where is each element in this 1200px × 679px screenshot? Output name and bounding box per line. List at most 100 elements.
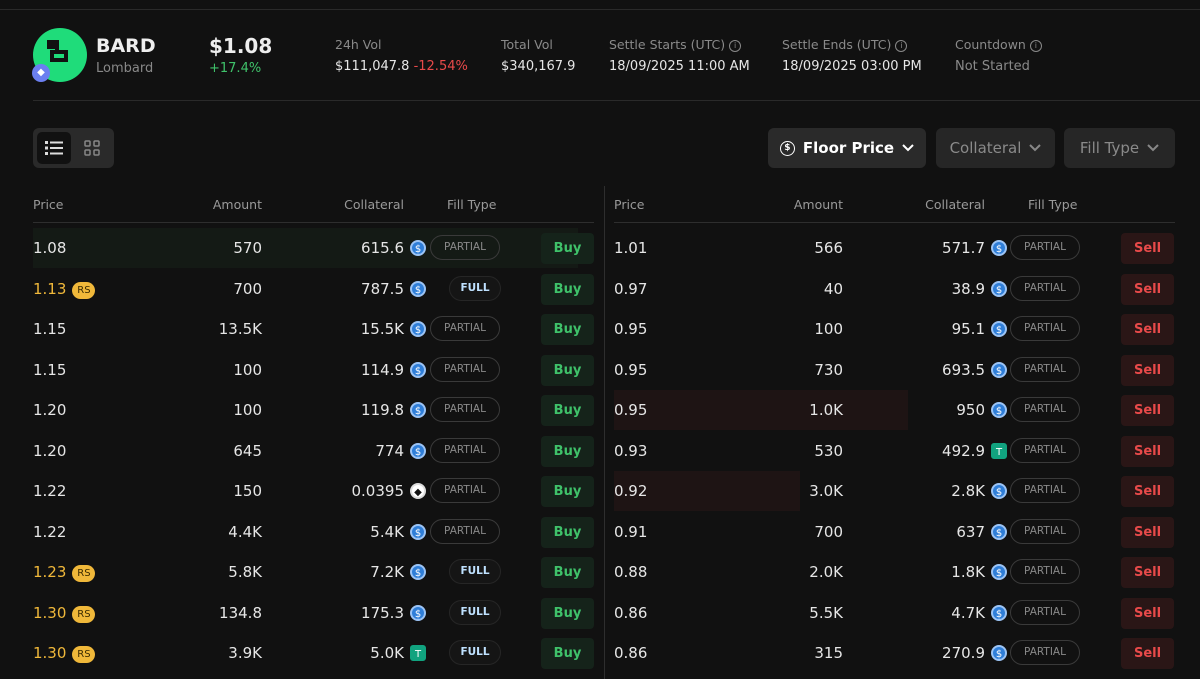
fill-type-badge: PARTIAL [430,397,500,422]
order-collateral: 774 $ [375,442,426,460]
floor-price-dropdown[interactable]: $ Floor Price [768,128,926,168]
order-amount: 1.0K [809,401,843,419]
buy-button[interactable]: Buy [541,233,594,264]
buy-button[interactable]: Buy [541,395,594,426]
usdc-icon: $ [410,564,426,580]
order-price: 1.30 RS [33,603,96,623]
fill-type-badge: PARTIAL [1010,437,1080,463]
buy-button[interactable]: Buy [541,273,594,305]
grid-icon [84,140,100,156]
sell-button[interactable]: Sell [1121,273,1174,305]
price-value: 1.20 [33,441,67,460]
sell-button[interactable]: Sell [1121,476,1174,507]
collateral-value: 571.7 [942,239,985,257]
buy-button[interactable]: Buy [541,354,594,386]
token-header: ◆ BARD Lombard $1.08 +17.4% 24h Vol $111,… [32,28,1193,84]
price-value: 0.95 [614,320,648,338]
collateral-value: 7.2K [370,563,404,581]
sell-button[interactable]: Sell [1121,516,1174,548]
fill-type-dropdown[interactable]: Fill Type [1064,128,1175,168]
sell-button[interactable]: Sell [1121,314,1174,345]
chevron-down-icon [902,144,914,152]
fill-type-badge: PARTIAL [1010,599,1080,625]
price-value: 0.91 [614,522,648,541]
order-amount: 566 [814,239,843,257]
fill-type-badge: FULL [449,640,501,665]
sell-button[interactable]: Sell [1121,597,1174,629]
bard-logo: ◆ [32,28,87,82]
eth-icon: ◆ [410,483,426,499]
price-value: 1.22 [33,482,67,500]
order-collateral: 615.6 $ [361,239,426,257]
sell-button[interactable]: Sell [1121,557,1174,588]
buy-button[interactable]: Buy [541,516,594,548]
fill-type-badge: FULL [449,559,501,584]
buy-button[interactable]: Buy [541,597,594,629]
order-collateral: 571.7 $ [942,239,1007,257]
fill-type-badge: FULL [449,275,501,301]
fill-type-badge: FULL [449,599,501,625]
order-amount: 530 [814,441,843,460]
order-collateral: 1.8K $ [951,563,1007,581]
list-view-button[interactable] [37,132,71,164]
sell-button[interactable]: Sell [1121,638,1174,669]
chevron-down-icon [1029,144,1042,152]
order-amount: 730 [814,360,843,379]
token-change: +17.4% [209,61,262,76]
usdc-icon: $ [991,402,1007,418]
order-amount: 40 [823,279,843,298]
table-row: 0.92 3.0K 2.8K $ PARTIAL Sell [614,471,1175,511]
table-row: 1.01 566 571.7 $ PARTIAL Sell [614,228,1175,268]
price-value: 1.22 [33,522,67,541]
order-price: 1.15 [33,320,66,338]
collateral-value: 5.4K [370,522,404,541]
usdc-icon: $ [991,483,1007,499]
fill-type-badge: PARTIAL [1010,356,1080,382]
fill-type-badge: PARTIAL [1010,518,1080,544]
order-amount: 3.0K [809,482,843,500]
table-row: 1.22 4.4K 5.4K $ PARTIAL Buy [33,512,594,552]
buy-button[interactable]: Buy [541,638,594,669]
table-row: 1.13 RS 700 787.5 $ FULL Buy [33,269,594,309]
grid-view-button[interactable] [75,132,109,164]
price-value: 1.08 [33,239,67,257]
sell-button[interactable]: Sell [1121,354,1174,386]
info-icon[interactable]: i [895,40,908,52]
table-row: 1.08 570 615.6 $ PARTIAL Buy [33,228,594,268]
fill-type-badge: PARTIAL [1010,275,1080,301]
table-row: 1.15 100 114.9 $ PARTIAL Buy [33,350,594,390]
price-value: 0.86 [614,644,648,662]
sell-button[interactable]: Sell [1121,233,1174,264]
column-header-amount: Amount [793,197,843,212]
collateral-value: 15.5K [360,320,404,338]
list-icon [45,141,63,155]
info-icon[interactable]: i [729,40,742,52]
price-value: 1.30 [33,603,67,622]
header-divider [614,222,1175,223]
table-row: 0.86 5.5K 4.7K $ PARTIAL Sell [614,593,1175,633]
order-price: 0.93 [614,442,647,460]
order-price: 0.95 [614,361,647,379]
order-amount: 645 [233,441,262,460]
usdc-icon: $ [410,402,426,418]
usdc-icon: $ [410,361,426,378]
buy-button[interactable]: Buy [541,435,594,467]
order-collateral: 270.9 $ [942,644,1007,662]
table-row: 0.88 2.0K 1.8K $ PARTIAL Sell [614,552,1175,592]
price-value: 0.97 [614,279,648,298]
order-price: 0.92 [614,482,647,500]
table-row: 1.20 645 774 $ PARTIAL Buy [33,431,594,471]
sell-button[interactable]: Sell [1121,395,1174,426]
chevron-down-icon [1147,144,1159,152]
usdc-icon: $ [991,240,1007,256]
info-icon[interactable]: i [1029,40,1042,52]
buy-button[interactable]: Buy [541,476,594,507]
order-collateral: 114.9 $ [361,361,426,379]
price-value: 0.95 [614,401,648,419]
column-header-collateral: Collateral [344,197,404,212]
buy-button[interactable]: Buy [541,557,594,588]
usdc-icon: $ [991,645,1007,661]
sell-button[interactable]: Sell [1121,435,1174,467]
buy-button[interactable]: Buy [541,314,594,345]
collateral-dropdown[interactable]: Collateral [936,128,1055,168]
